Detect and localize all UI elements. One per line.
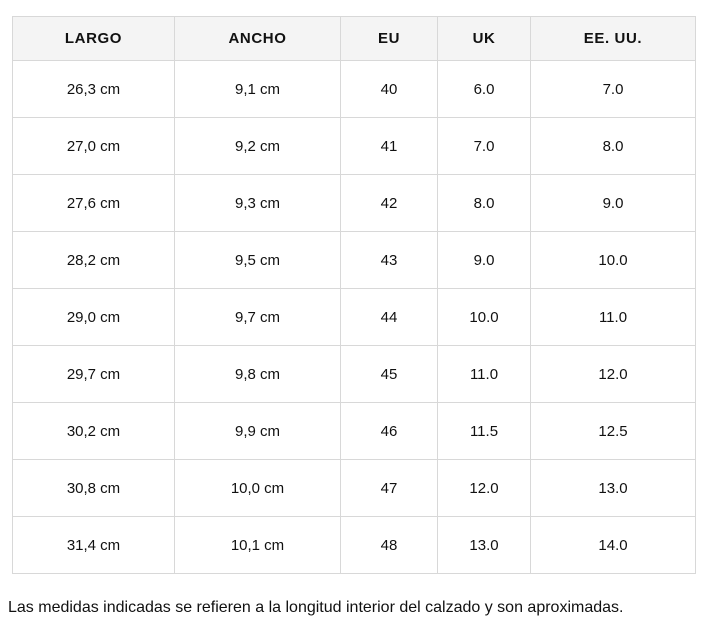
table-cell: 12.0 xyxy=(530,345,696,403)
column-header-us: EE. UU. xyxy=(530,16,696,61)
column-header-ancho: ANCHO xyxy=(174,16,341,61)
table-cell: 30,2 cm xyxy=(12,402,175,460)
size-chart-body: 26,3 cm 9,1 cm 40 6.0 7.0 27,0 cm 9,2 cm 41 7.0 8… xyxy=(12,60,696,574)
table-cell: 8.0 xyxy=(437,174,531,232)
table-row: 26,3 cm 9,1 cm 40 6.0 7.0 xyxy=(12,60,696,118)
table-cell: 7.0 xyxy=(530,60,696,118)
table-cell: 31,4 cm xyxy=(12,516,175,574)
table-cell: 11.0 xyxy=(530,288,696,346)
table-cell: 13.0 xyxy=(437,516,531,574)
table-cell: 9,2 cm xyxy=(174,117,341,175)
table-cell: 42 xyxy=(340,174,438,232)
table-cell: 10,0 cm xyxy=(174,459,341,517)
table-cell: 48 xyxy=(340,516,438,574)
table-cell: 41 xyxy=(340,117,438,175)
table-cell: 29,7 cm xyxy=(12,345,175,403)
table-row: 28,2 cm 9,5 cm 43 9.0 10.0 xyxy=(12,231,696,289)
table-cell: 10.0 xyxy=(437,288,531,346)
table-cell: 9,5 cm xyxy=(174,231,341,289)
table-row: 31,4 cm 10,1 cm 48 13.0 14.0 xyxy=(12,516,696,574)
table-row: 27,6 cm 9,3 cm 42 8.0 9.0 xyxy=(12,174,696,232)
table-cell: 6.0 xyxy=(437,60,531,118)
table-cell: 27,0 cm xyxy=(12,117,175,175)
table-cell: 12.5 xyxy=(530,402,696,460)
table-cell: 47 xyxy=(340,459,438,517)
table-cell: 9,8 cm xyxy=(174,345,341,403)
size-chart-header: LARGO ANCHO EU UK EE. UU. xyxy=(12,16,696,61)
column-header-largo: LARGO xyxy=(12,16,175,61)
header-row: LARGO ANCHO EU UK EE. UU. xyxy=(12,16,696,61)
table-row: 30,8 cm 10,0 cm 47 12.0 13.0 xyxy=(12,459,696,517)
table-cell: 10.0 xyxy=(530,231,696,289)
table-cell: 11.0 xyxy=(437,345,531,403)
table-cell: 12.0 xyxy=(437,459,531,517)
table-cell: 9,3 cm xyxy=(174,174,341,232)
measurement-disclaimer: Las medidas indicadas se refieren a la l… xyxy=(8,599,624,616)
table-cell: 26,3 cm xyxy=(12,60,175,118)
table-cell: 14.0 xyxy=(530,516,696,574)
table-row: 30,2 cm 9,9 cm 46 11.5 12.5 xyxy=(12,402,696,460)
table-cell: 13.0 xyxy=(530,459,696,517)
table-cell: 43 xyxy=(340,231,438,289)
table-cell: 7.0 xyxy=(437,117,531,175)
table-cell: 28,2 cm xyxy=(12,231,175,289)
table-cell: 45 xyxy=(340,345,438,403)
table-cell: 9,7 cm xyxy=(174,288,341,346)
table-cell: 46 xyxy=(340,402,438,460)
table-cell: 29,0 cm xyxy=(12,288,175,346)
table-cell: 9,9 cm xyxy=(174,402,341,460)
table-row: 29,0 cm 9,7 cm 44 10.0 11.0 xyxy=(12,288,696,346)
table-cell: 44 xyxy=(340,288,438,346)
size-chart-table: LARGO ANCHO EU UK EE. UU. 26,3 cm 9,1 cm 4… xyxy=(12,16,696,574)
table-cell: 9,1 cm xyxy=(174,60,341,118)
table-row: 29,7 cm 9,8 cm 45 11.0 12.0 xyxy=(12,345,696,403)
table-row: 27,0 cm 9,2 cm 41 7.0 8.0 xyxy=(12,117,696,175)
table-cell: 27,6 cm xyxy=(12,174,175,232)
table-cell: 40 xyxy=(340,60,438,118)
table-cell: 10,1 cm xyxy=(174,516,341,574)
table-cell: 9.0 xyxy=(437,231,531,289)
table-cell: 8.0 xyxy=(530,117,696,175)
table-cell: 11.5 xyxy=(437,402,531,460)
table-cell: 9.0 xyxy=(530,174,696,232)
table-cell: 30,8 cm xyxy=(12,459,175,517)
column-header-uk: UK xyxy=(437,16,531,61)
column-header-eu: EU xyxy=(340,16,438,61)
